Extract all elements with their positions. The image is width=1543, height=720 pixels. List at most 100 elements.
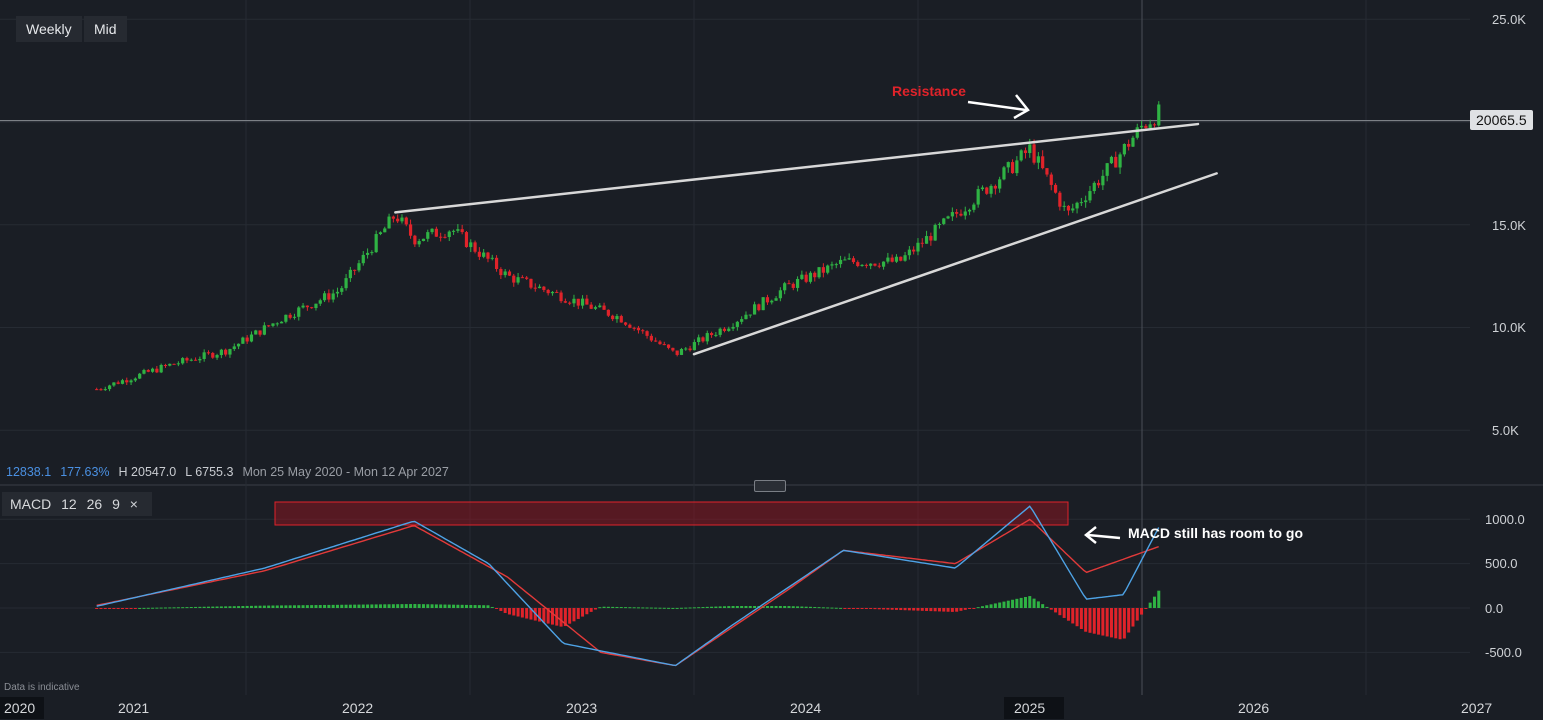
candle <box>279 321 284 324</box>
histogram-bar <box>972 608 976 609</box>
histogram-bar <box>882 608 886 610</box>
candle <box>752 304 757 315</box>
macd-indicator-chip[interactable]: MACD 12 26 9 × <box>2 492 152 516</box>
candle <box>924 236 929 244</box>
candle <box>873 263 877 266</box>
panel-resize-handle[interactable] <box>754 480 786 492</box>
candle <box>155 368 159 373</box>
candle <box>1152 124 1157 126</box>
macd-annotation: MACD still has room to go <box>1128 525 1303 541</box>
candle <box>568 302 572 304</box>
histogram-bar <box>1058 608 1062 616</box>
histogram-bar <box>808 606 812 608</box>
histogram-bar <box>998 602 1002 608</box>
candle <box>1148 124 1152 129</box>
candle <box>817 267 821 278</box>
candle <box>636 327 641 331</box>
histogram-bar <box>1144 608 1148 609</box>
histogram-bar <box>920 608 924 611</box>
x-axis-label: 2026 <box>1238 700 1270 716</box>
x-axis-label: 2023 <box>566 700 598 716</box>
macd-axis-label: 1000.0 <box>1485 512 1525 527</box>
x-axis-label: 2024 <box>790 700 822 716</box>
histogram-bar <box>434 604 438 608</box>
candle <box>834 264 838 266</box>
candle <box>520 277 524 279</box>
histogram-bar <box>783 606 787 608</box>
trendline-upper <box>394 122 1200 214</box>
candle <box>112 382 116 386</box>
histogram-bar <box>275 605 279 608</box>
histogram-bar <box>787 606 791 608</box>
histogram-bar <box>477 605 481 608</box>
histogram-bar <box>529 608 533 620</box>
histogram-bar <box>929 608 933 612</box>
histogram-bar <box>873 608 877 610</box>
candle <box>1071 208 1075 211</box>
macd-axis-label: 0.0 <box>1485 601 1504 616</box>
candle <box>1032 144 1036 163</box>
candle <box>967 209 972 212</box>
histogram-bar <box>662 607 666 609</box>
candle <box>396 218 400 222</box>
price-type-button[interactable]: Mid <box>84 16 127 42</box>
histogram-bar <box>710 606 714 608</box>
candle <box>989 185 993 194</box>
price-axis-label: 10.0K <box>1492 320 1526 335</box>
candle <box>314 303 318 309</box>
histogram-bar <box>413 604 417 608</box>
candle <box>1006 162 1010 168</box>
candles-group <box>95 101 1161 392</box>
histogram-bar <box>452 604 456 608</box>
candle <box>1084 200 1088 203</box>
x-axis-label: 2020 <box>4 700 36 716</box>
histogram-bar <box>426 604 430 608</box>
candle <box>159 364 163 373</box>
histogram-bar <box>1114 608 1118 639</box>
resistance-arrow <box>967 100 1027 112</box>
candle <box>512 275 516 283</box>
candle <box>529 278 533 288</box>
histogram-bar <box>589 608 593 612</box>
histogram-bar <box>753 606 757 608</box>
candle <box>138 373 142 379</box>
candle <box>447 231 451 238</box>
histogram-bar <box>198 606 202 608</box>
macd-slow: 26 <box>86 496 103 512</box>
close-icon[interactable]: × <box>129 496 138 512</box>
histogram-bar <box>1088 608 1092 633</box>
histogram-bar <box>740 606 744 608</box>
histogram-bar <box>602 606 606 608</box>
candle <box>757 304 761 311</box>
histogram-bar <box>576 608 580 619</box>
candle <box>890 257 894 262</box>
histogram-bar <box>679 607 683 609</box>
candle <box>649 335 653 341</box>
histogram-bar <box>1041 604 1045 608</box>
histogram-bar <box>714 606 718 608</box>
histogram-bar <box>95 608 99 609</box>
candle <box>499 269 503 276</box>
candle <box>142 370 146 374</box>
histogram-bar <box>142 607 146 609</box>
histogram-bar <box>1127 608 1131 633</box>
histogram-bar <box>813 606 817 608</box>
histogram-bar <box>1015 598 1019 608</box>
histogram-bar <box>129 608 133 609</box>
candle <box>490 257 494 259</box>
histogram-bar <box>877 608 881 610</box>
candle <box>374 234 378 253</box>
histogram-bar <box>955 608 959 612</box>
histogram-bar <box>348 604 352 608</box>
histogram-bar <box>323 604 327 608</box>
candle <box>426 232 430 239</box>
interval-button[interactable]: Weekly <box>16 16 82 42</box>
histogram-bar <box>112 608 116 609</box>
histogram-bar <box>421 604 425 608</box>
candle <box>206 352 211 354</box>
candle <box>869 263 873 266</box>
candle <box>912 249 916 252</box>
histogram-bar <box>667 607 671 609</box>
histogram-bar <box>241 606 245 608</box>
